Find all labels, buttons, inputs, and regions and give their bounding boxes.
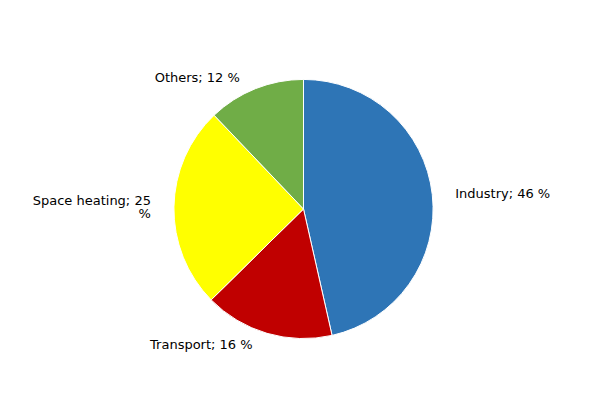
svg-text:Industry; 46 %: Industry; 46 % xyxy=(455,186,550,201)
svg-text:%: % xyxy=(139,206,151,221)
svg-text:Transport; 16 %: Transport; 16 % xyxy=(149,337,253,352)
svg-text:Others; 12 %: Others; 12 % xyxy=(155,70,240,85)
svg-text:Space heating; 25: Space heating; 25 xyxy=(33,193,151,208)
